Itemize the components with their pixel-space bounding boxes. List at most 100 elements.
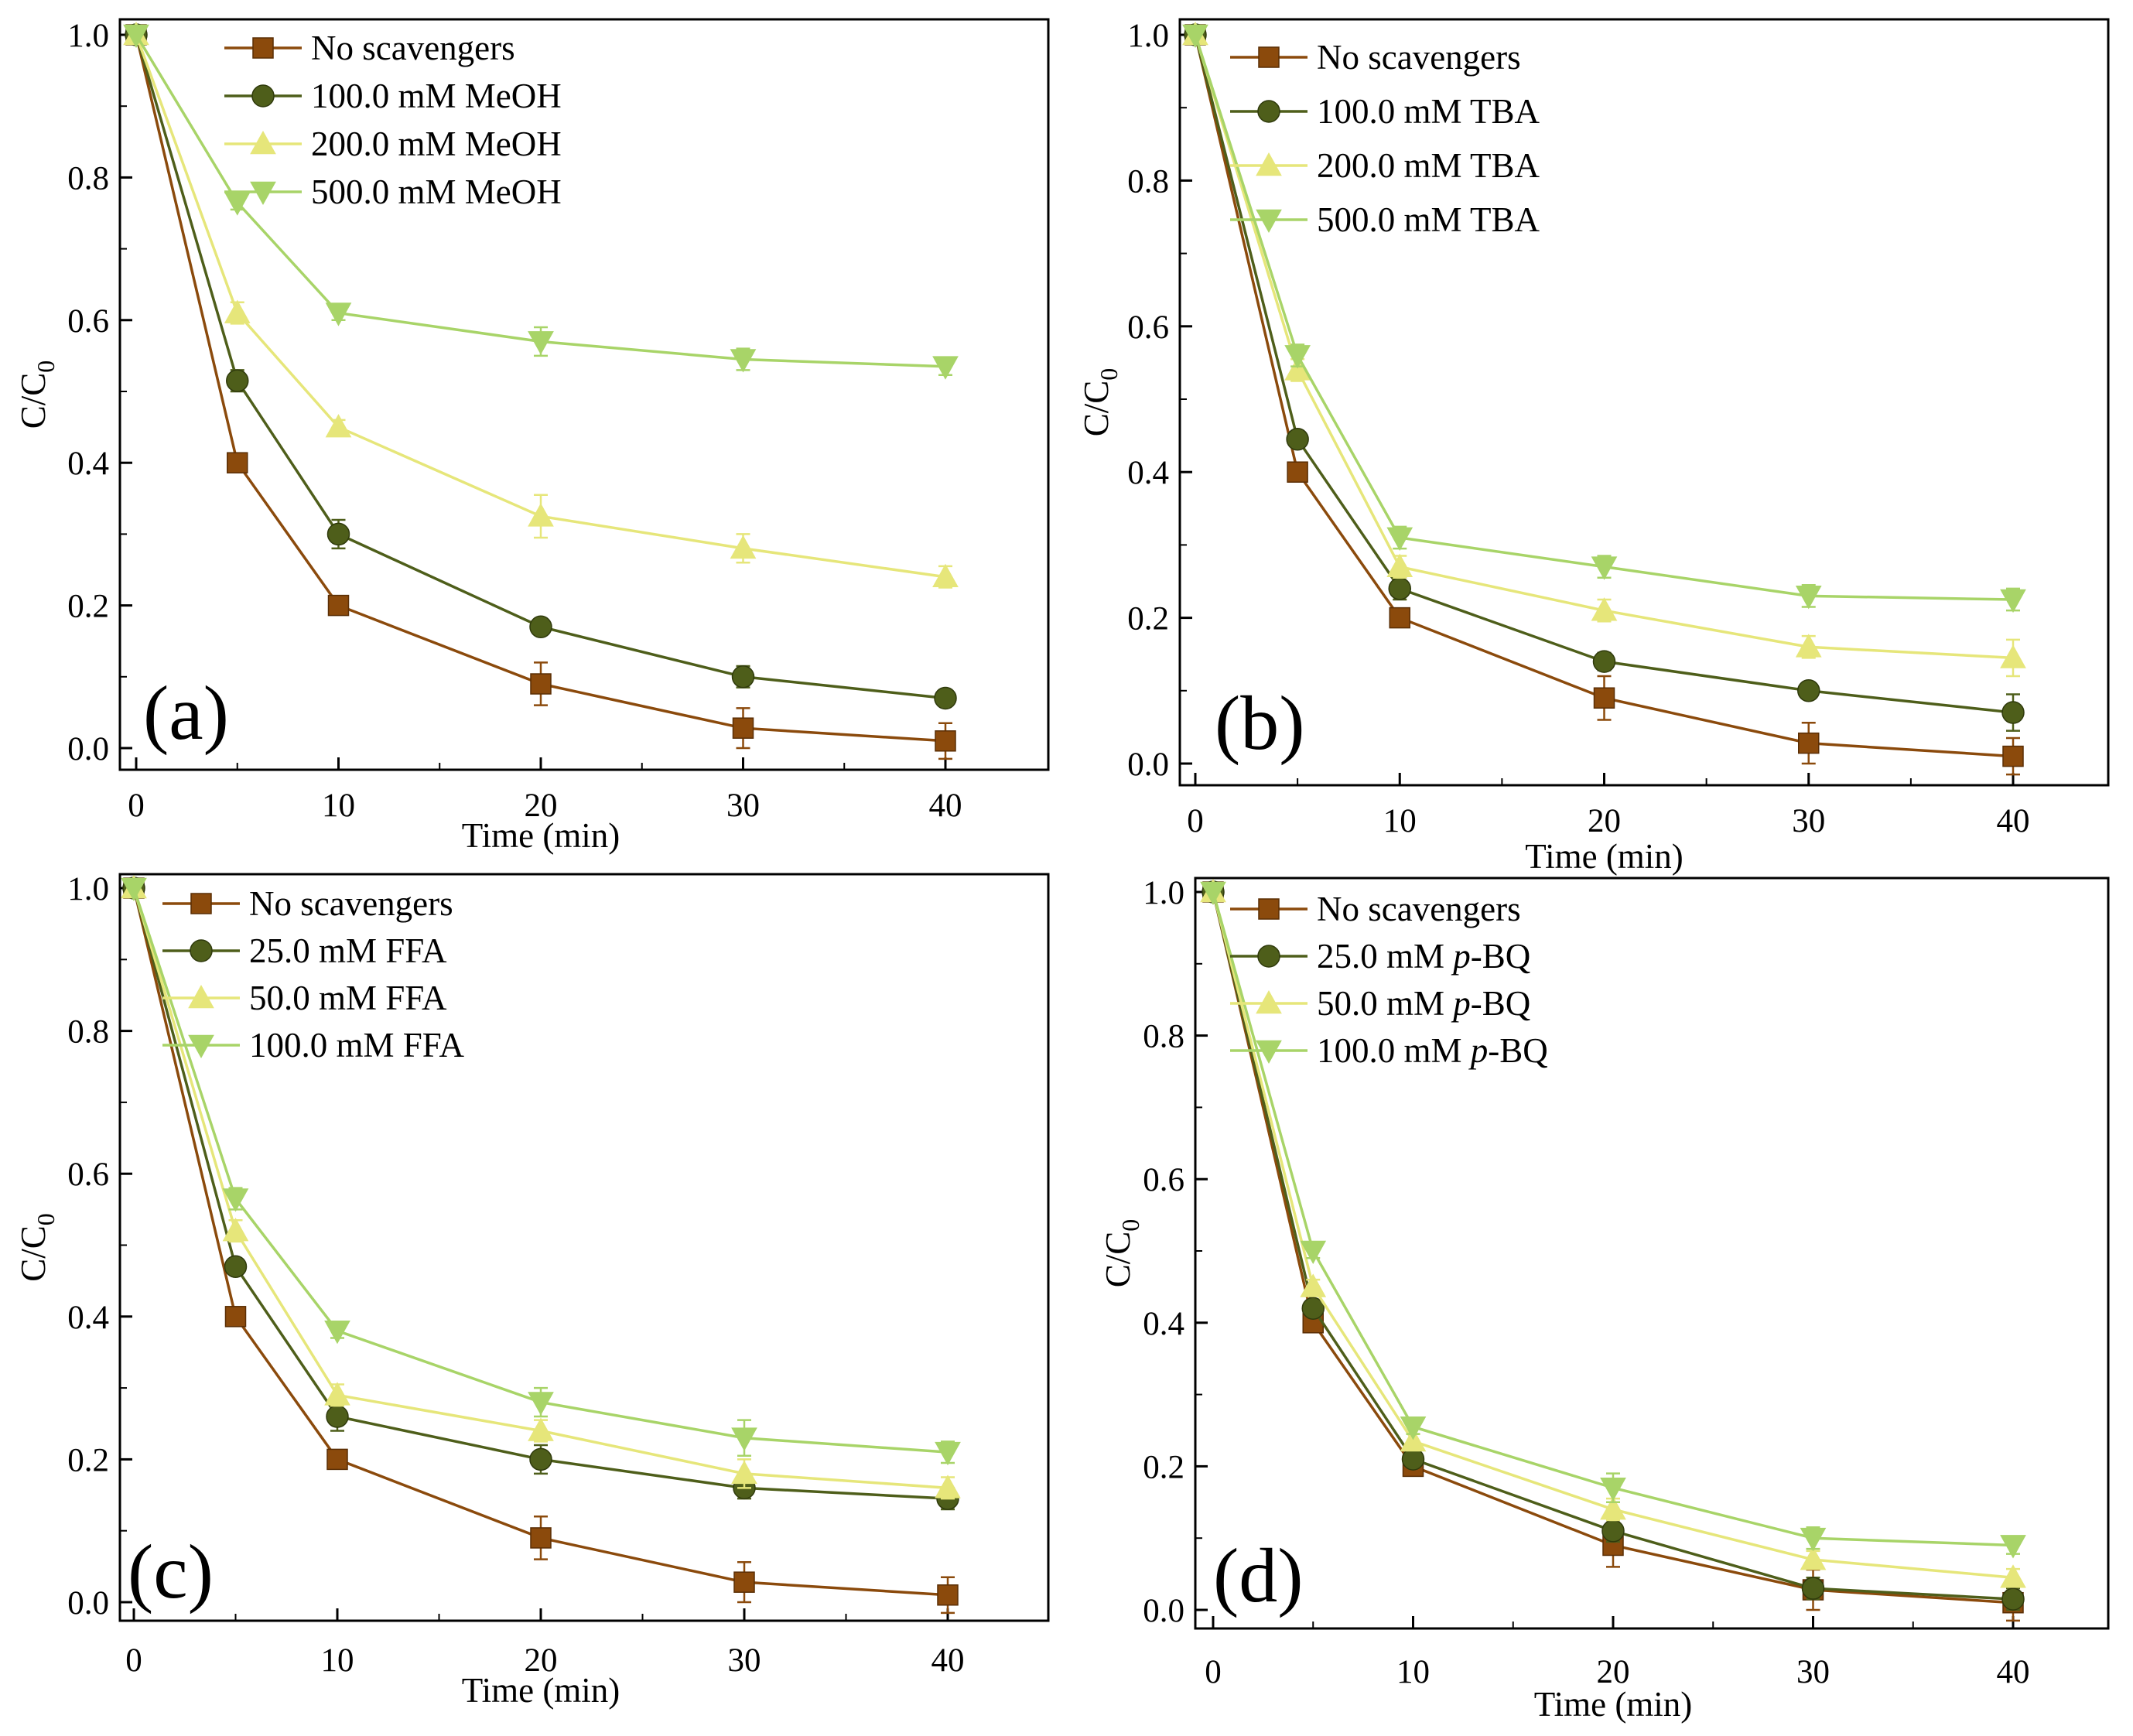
panel-b-ytick-label-1.0: 1.0 bbox=[1127, 18, 1169, 54]
panel-d-series-3-point-1 bbox=[1300, 1240, 1327, 1265]
panel-c-x-axis-title: Time (min) bbox=[462, 1671, 620, 1710]
panel-a-series-2-point-4 bbox=[730, 535, 757, 559]
panel-c-xtick-label-20: 20 bbox=[525, 1642, 558, 1679]
panel-b-legend-label-0: No scavengers bbox=[1317, 38, 1521, 77]
panel-c-ytick-label-1.0: 1.0 bbox=[67, 871, 109, 907]
panel-c-series-0-point-4 bbox=[733, 1571, 755, 1593]
panel-b-series-1-point-4 bbox=[1797, 679, 1820, 702]
panel-a-legend-marker-2 bbox=[250, 130, 276, 155]
panel-d-ytick-label-1.0: 1.0 bbox=[1143, 875, 1184, 911]
panel-d-label: (d) bbox=[1213, 1533, 1304, 1618]
panel-a-ytick-label-0.0: 0.0 bbox=[67, 731, 109, 767]
panel-a-ytick-label-0.4: 0.4 bbox=[67, 446, 109, 482]
panel-a-series-1-line bbox=[135, 34, 946, 700]
panel-c-legend-marker-3 bbox=[188, 1034, 214, 1059]
panel-c-legend: No scavengers 25.0 mM FFA 50.0 mM FFA 100.0… bbox=[162, 884, 464, 1064]
panel-d-series-2 bbox=[1200, 878, 2026, 1588]
panel-d-series-2-point-5 bbox=[2000, 1564, 2026, 1588]
panel-b-legend-label-1: 100.0 mM TBA bbox=[1317, 92, 1540, 131]
panel-a: 0 10 20 30 40 0.0 0.2 0.4 0.6 0.8 1.0 Time (min) C/C… bbox=[14, 18, 1050, 855]
panel-d-series-1-point-4 bbox=[1801, 1577, 1825, 1600]
panel-a-series-0-point-2 bbox=[327, 594, 350, 617]
panel-d-series-3-line bbox=[1212, 891, 2014, 1547]
panel-b-series-1-point-2 bbox=[1388, 577, 1411, 600]
panel-b-series-0-point-1 bbox=[1287, 461, 1308, 483]
panel-a-x-axis-title: Time (min) bbox=[462, 816, 620, 855]
panel-b-series-1-point-5 bbox=[2001, 701, 2025, 724]
panel-b-ytick-label-0.0: 0.0 bbox=[1127, 747, 1169, 783]
panel-c-series-3-point-5 bbox=[935, 1441, 961, 1466]
panel-d-legend-marker-0 bbox=[1258, 898, 1280, 920]
panel-d-ytick-label-0.4: 0.4 bbox=[1143, 1306, 1184, 1342]
panel-d-series-1-point-1 bbox=[1301, 1297, 1325, 1320]
panel-d-series-1 bbox=[1202, 880, 2025, 1611]
panel-a-series-3-line bbox=[135, 34, 946, 368]
panel-b-series-2-point-4 bbox=[1795, 634, 1822, 658]
panel-c-ytick-label-0.4: 0.4 bbox=[67, 1300, 109, 1336]
panel-d-series-3-point-3 bbox=[1600, 1477, 1626, 1502]
panel-c-series-3 bbox=[121, 877, 961, 1466]
panel-b-series-3-line bbox=[1194, 34, 2014, 601]
panel-d-legend-label-0: No scavengers bbox=[1317, 890, 1521, 928]
panel-b-series-3-point-2 bbox=[1386, 527, 1413, 552]
panel-d-series-0-line bbox=[1212, 891, 2014, 1604]
panel-b-xtick-label-10: 10 bbox=[1383, 803, 1417, 839]
panel-c-ytick-label-0.6: 0.6 bbox=[67, 1157, 109, 1193]
panel-c-series-3-point-2 bbox=[324, 1320, 350, 1345]
panel-b-series-2-point-5 bbox=[2000, 644, 2026, 668]
panel-a-series-0-point-4 bbox=[732, 717, 754, 739]
panel-d-series-1-point-5 bbox=[2001, 1587, 2025, 1611]
panel-b-xtick-label-0: 0 bbox=[1187, 803, 1204, 839]
panel-b-legend-label-2: 200.0 mM TBA bbox=[1317, 146, 1540, 185]
panel-a-series-3-point-0 bbox=[123, 24, 149, 49]
panel-b-series-3-point-4 bbox=[1795, 586, 1822, 610]
panel-c-series-2-point-4 bbox=[731, 1460, 757, 1485]
panel-d-series-3-point-5 bbox=[2000, 1535, 2026, 1559]
panel-c-series-2-point-5 bbox=[935, 1475, 961, 1498]
panel-d-series-1-line bbox=[1212, 891, 2014, 1601]
panel-d: 0 10 20 30 40 0.0 0.2 0.4 0.6 0.8 1.0 Time (min) C/C… bbox=[1099, 875, 2110, 1724]
panel-a-series-3-point-5 bbox=[932, 356, 959, 380]
panel-b-series-0-line bbox=[1194, 34, 2014, 758]
panel-c-label: (c) bbox=[128, 1529, 214, 1615]
panel-a-ytick-label-1.0: 1.0 bbox=[67, 18, 109, 54]
panel-b-xtick-label-20: 20 bbox=[1588, 803, 1621, 839]
panel-a-legend: No scavengers 100.0 mM MeOH 200.0 mM MeOH 5… bbox=[224, 29, 562, 211]
panel-a-series-1-point-5 bbox=[934, 686, 957, 710]
panel-a-series-1-point-1 bbox=[226, 369, 249, 392]
panel-b-series-3 bbox=[1182, 24, 2026, 613]
panel-a-series-3-point-4 bbox=[730, 349, 757, 373]
panel-a-xtick-label-20: 20 bbox=[525, 788, 558, 824]
panel-b-legend-label-3: 500.0 mM TBA bbox=[1317, 200, 1540, 239]
panel-a-series-3-point-2 bbox=[325, 302, 352, 326]
panel-a-series-1-point-2 bbox=[326, 522, 350, 546]
panel-b-series-2-line bbox=[1194, 34, 2014, 660]
panel-b-series-0-point-2 bbox=[1389, 607, 1410, 629]
panel-a-series-3-point-3 bbox=[528, 331, 554, 355]
panel-b: 0 10 20 30 40 0.0 0.2 0.4 0.6 0.8 1.0 Time (min) C/C… bbox=[1077, 18, 2110, 876]
panel-c-series-2-point-3 bbox=[528, 1417, 554, 1441]
panel-c-legend-label-1: 25.0 mM FFA bbox=[249, 931, 447, 970]
panel-a-xtick-label-30: 30 bbox=[726, 788, 760, 824]
panel-c-series-3-point-3 bbox=[528, 1392, 554, 1416]
panel-b-ytick-label-0.6: 0.6 bbox=[1127, 309, 1169, 346]
panel-a-series-2-point-3 bbox=[528, 503, 554, 527]
panel-b-series-0 bbox=[1184, 24, 2024, 776]
panel-c-series-2 bbox=[121, 874, 961, 1500]
panel-d-legend-label-3: 100.0 mM p-BQ bbox=[1317, 1031, 1548, 1070]
panel-a-legend-label-1: 100.0 mM MeOH bbox=[311, 77, 562, 115]
panel-c-ytick-label-0.8: 0.8 bbox=[67, 1014, 109, 1051]
panel-d-y-axis-title: C/C0 bbox=[1099, 1219, 1144, 1288]
panel-c-series-0-point-1 bbox=[224, 1306, 247, 1328]
panel-d-series-3-point-0 bbox=[1200, 881, 1226, 906]
panel-d-series-1-point-2 bbox=[1401, 1447, 1425, 1471]
panel-a-ytick-label-0.6: 0.6 bbox=[67, 303, 109, 340]
panel-c-legend-label-3: 100.0 mM FFA bbox=[249, 1026, 464, 1064]
panel-c-legend-label-2: 50.0 mM FFA bbox=[249, 979, 447, 1017]
panel-c-ytick-label-0.0: 0.0 bbox=[67, 1585, 109, 1622]
panel-d-legend: No scavengers 25.0 mM p-BQ 50.0 mM p-BQ 100… bbox=[1230, 890, 1548, 1070]
panel-c-legend-label-0: No scavengers bbox=[249, 884, 453, 923]
panel-d-ytick-label-0.0: 0.0 bbox=[1143, 1593, 1184, 1629]
